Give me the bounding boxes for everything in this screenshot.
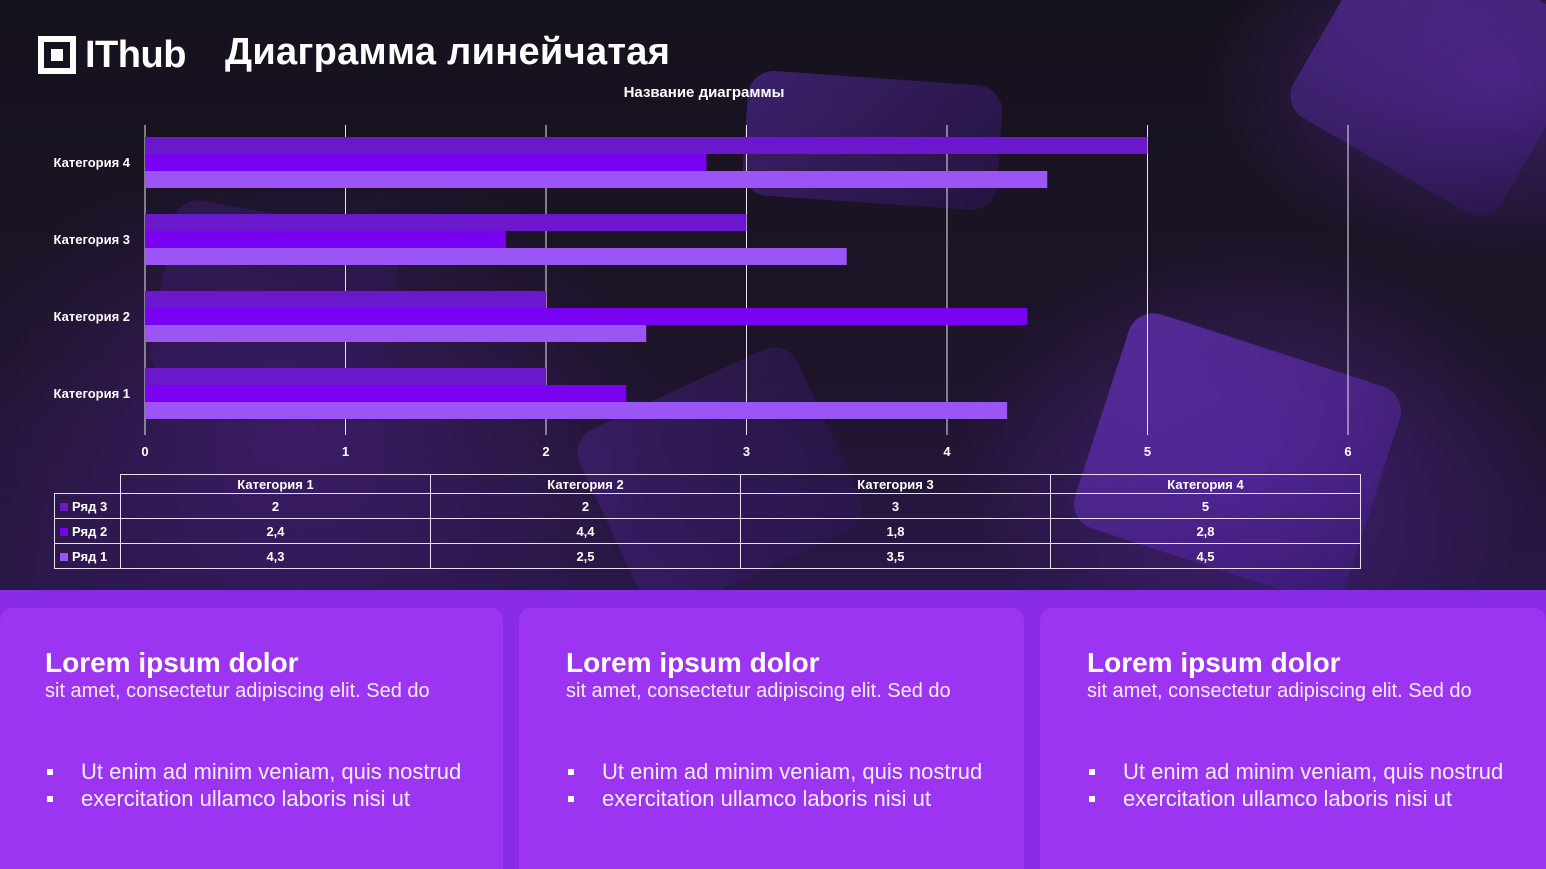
x-tick-label: 6	[1344, 444, 1351, 459]
x-tick-label: 0	[141, 444, 148, 459]
info-card-3: Lorem ipsum dolor sit amet, consectetur …	[1040, 608, 1546, 869]
data-table-value: 3	[740, 493, 1051, 519]
data-table-row: Ряд 2 2,4 4,4 1,8 2,8	[54, 518, 1361, 544]
info-card-1: Lorem ipsum dolor sit amet, consectetur …	[0, 608, 503, 869]
legend-swatch	[60, 527, 68, 536]
data-table-series-label: Ряд 2	[54, 518, 121, 544]
data-table-value: 2	[430, 493, 741, 519]
data-table-header-cell: Категория 1	[120, 474, 431, 494]
card-subtitle: sit amet, consectetur adipiscing elit. S…	[45, 680, 430, 702]
card-bullet: exercitation ullamco laboris nisi ut	[1087, 785, 1507, 812]
card-bullet: Ut enim ad minim veniam, quis nostrud	[566, 758, 986, 785]
legend-swatch	[60, 502, 68, 511]
bar-ряд-3-4	[145, 137, 1148, 154]
card-subtitle: sit amet, consectetur adipiscing elit. S…	[1087, 680, 1472, 702]
bar-ряд-1-1	[145, 402, 1008, 419]
slide-title: Диаграмма линейчатая	[225, 31, 671, 73]
data-table-value: 5	[1050, 493, 1361, 519]
bar-ряд-1-2	[145, 325, 647, 342]
bar-ряд-2-4	[145, 154, 707, 171]
category-label: Категория 2	[54, 309, 130, 324]
logo-text: IThub	[85, 34, 186, 76]
bar-ряд-2-3	[145, 231, 506, 248]
data-table-row: Ряд 1 4,3 2,5 3,5 4,5	[54, 543, 1361, 569]
bar-ряд-3-3	[145, 214, 747, 231]
data-table-value: 3,5	[740, 543, 1051, 569]
bar-ряд-2-2	[145, 308, 1028, 325]
legend-swatch	[60, 552, 68, 561]
data-table-value: 4,5	[1050, 543, 1361, 569]
chart-title: Название диаграммы	[623, 84, 785, 101]
card-title: Lorem ipsum dolor	[566, 647, 820, 678]
x-tick-label: 3	[743, 444, 750, 459]
info-card-2: Lorem ipsum dolor sit amet, consectetur …	[519, 608, 1024, 869]
series-name: Ряд 3	[72, 498, 108, 514]
data-table-corner	[54, 474, 121, 494]
chart-data-table: Категория 1 Категория 2 Категория 3 Кате…	[54, 474, 1361, 569]
x-tick-label: 4	[943, 444, 951, 459]
series-name: Ряд 2	[72, 523, 108, 539]
card-bullet: exercitation ullamco laboris nisi ut	[45, 785, 465, 812]
data-table-header-cell: Категория 3	[740, 474, 1051, 494]
bar-ряд-1-3	[145, 248, 847, 265]
data-table-value: 4,3	[120, 543, 431, 569]
data-table-header-cell: Категория 2	[430, 474, 741, 494]
category-label: Категория 3	[54, 232, 130, 247]
bar-ряд-1-4	[145, 171, 1048, 188]
data-table-value: 1,8	[740, 518, 1051, 544]
card-subtitle: sit amet, consectetur adipiscing elit. S…	[566, 680, 951, 702]
x-tick-label: 2	[542, 444, 549, 459]
card-bullet: Ut enim ad minim veniam, quis nostrud	[45, 758, 465, 785]
card-title: Lorem ipsum dolor	[1087, 647, 1341, 678]
data-table-value: 4,4	[430, 518, 741, 544]
x-tick-label: 1	[342, 444, 349, 459]
data-table-series-label: Ряд 3	[54, 493, 121, 519]
bar-ряд-3-2	[145, 291, 546, 308]
bar-ряд-3-1	[145, 368, 546, 385]
data-table-value: 2	[120, 493, 431, 519]
card-title: Lorem ipsum dolor	[45, 647, 299, 678]
ithub-logo: IThub	[38, 36, 186, 74]
category-label: Категория 1	[54, 386, 130, 401]
bar-chart: Категория 1 Категория 2 Категория 3 Категор…	[54, 125, 1352, 459]
data-table-value: 2,5	[430, 543, 741, 569]
data-table-series-label: Ряд 1	[54, 543, 121, 569]
bar-ряд-2-1	[145, 385, 627, 402]
card-bullet: Ut enim ad minim veniam, quis nostrud	[1087, 758, 1507, 785]
card-bullet-list: Ut enim ad minim veniam, quis nostrud ex…	[566, 758, 986, 812]
logo-square-icon	[38, 36, 76, 74]
category-label: Категория 4	[54, 155, 131, 170]
card-bullet-list: Ut enim ad minim veniam, quis nostrud ex…	[1087, 758, 1507, 812]
x-tick-label: 5	[1144, 444, 1151, 459]
data-table-value: 2,4	[120, 518, 431, 544]
data-table-header-cell: Категория 4	[1050, 474, 1361, 494]
data-table-header-row: Категория 1 Категория 2 Категория 3 Кате…	[54, 474, 1361, 494]
series-name: Ряд 1	[72, 548, 108, 564]
card-bullet: exercitation ullamco laboris nisi ut	[566, 785, 986, 812]
card-bullet-list: Ut enim ad minim veniam, quis nostrud ex…	[45, 758, 465, 812]
data-table-value: 2,8	[1050, 518, 1361, 544]
